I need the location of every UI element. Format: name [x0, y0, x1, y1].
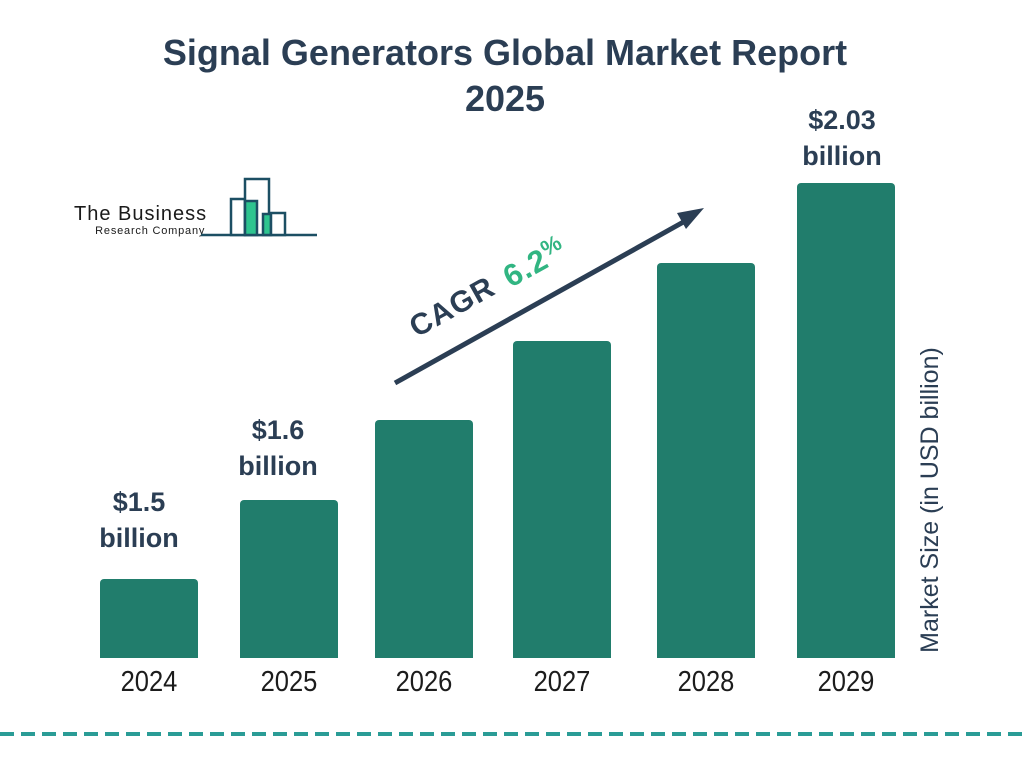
- company-subname: Research Company: [95, 225, 206, 237]
- y-axis-title: Market Size (in USD billion): [916, 347, 944, 653]
- bar-2025: [240, 500, 338, 658]
- bar-group-2026: 2026: [375, 420, 473, 698]
- x-axis-label-2027: 2027: [533, 666, 591, 698]
- bar-group-2027: 2027: [513, 341, 611, 698]
- bar-2029: [797, 183, 895, 658]
- page-title: Signal Generators Global Market Report 2…: [0, 30, 1010, 122]
- value-label-2025: $1.6 billion: [238, 415, 318, 481]
- bar-2026: [375, 420, 473, 658]
- value-label-2029: $2.03 billion: [802, 105, 882, 171]
- bar-group-2025: 2025: [240, 500, 338, 698]
- x-axis-label-2028: 2028: [677, 666, 735, 698]
- bar-2027: [513, 341, 611, 658]
- bar-group-2024: 2024: [100, 579, 198, 698]
- bar-group-2028: 2028: [657, 263, 755, 698]
- bar-2028: [657, 263, 755, 658]
- x-axis-label-2024: 2024: [120, 666, 178, 698]
- x-axis-label-2025: 2025: [260, 666, 318, 698]
- bottom-dashed-divider: [0, 732, 1024, 736]
- bar-2024: [100, 579, 198, 658]
- x-axis-label-2029: 2029: [817, 666, 875, 698]
- x-axis-label-2026: 2026: [395, 666, 453, 698]
- company-name: The Business: [74, 203, 208, 225]
- logo-bars-icon: [201, 177, 318, 237]
- company-logo-text: The Business Research Company: [74, 203, 207, 238]
- company-logo: The Business Research Company: [74, 176, 319, 240]
- page-title-line2: 2025: [464, 78, 546, 119]
- value-label-2024: $1.5 billion: [99, 487, 179, 553]
- page-title-line1: Signal Generators Global Market Report: [162, 32, 848, 73]
- bar-group-2029: 2029: [797, 183, 895, 698]
